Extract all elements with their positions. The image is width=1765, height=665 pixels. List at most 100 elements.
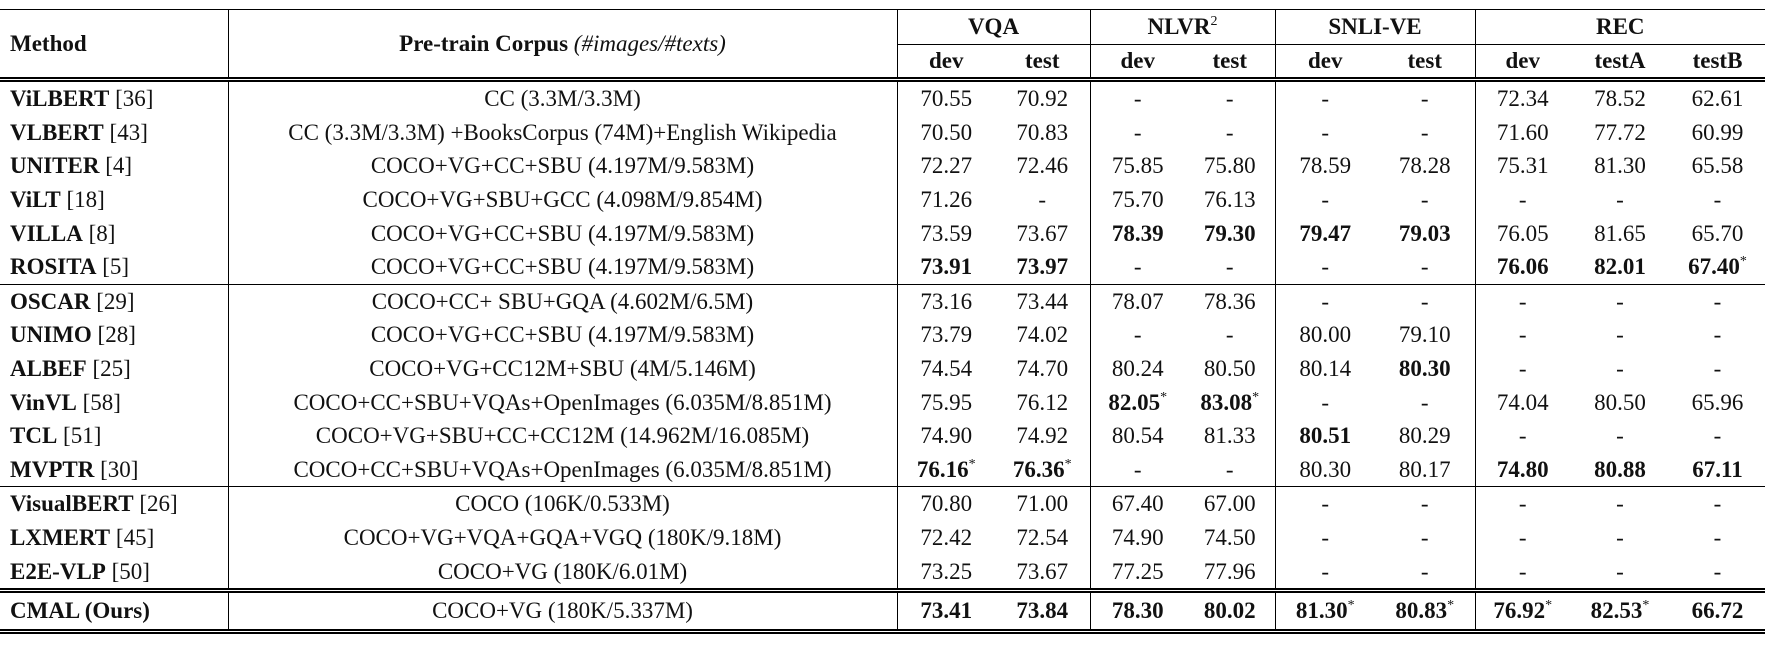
corpus-cell: COCO+VG+CC+SBU (4.197M/9.583M) — [228, 216, 898, 250]
column-header: test — [1375, 44, 1476, 82]
table-row: LXMERT [45] COCO+VG+VQA+GQA+VGQ (180K/9.1… — [0, 520, 1765, 555]
value: 67.40 — [1688, 254, 1740, 280]
value-cell: - — [1670, 352, 1765, 386]
corpus-cell: COCO+VG+CC+SBU (4.197M/9.583M) — [228, 249, 898, 285]
value: - — [1616, 288, 1624, 314]
value-cell: 77.25 — [1090, 554, 1185, 590]
value: 79.47 — [1299, 220, 1352, 246]
value: 73.67 — [1016, 558, 1069, 584]
best-marker: * — [1739, 254, 1747, 270]
method-ref: [25] — [92, 356, 131, 382]
value-cell: 75.31 — [1475, 149, 1570, 183]
method-name: CMAL (Ours) — [10, 598, 150, 624]
value: 73.67 — [1016, 220, 1069, 246]
value: - — [1713, 423, 1722, 449]
value-cell: 65.58 — [1670, 149, 1765, 183]
value-cell: 81.33 — [1185, 418, 1276, 453]
best-marker: * — [1347, 598, 1355, 614]
table-row: ViLBERT [36] CC (3.3M/3.3M) 70.55 70.92- - - -… — [0, 79, 1765, 116]
value-cell: 75.85 — [1090, 149, 1185, 183]
corpus-header: Pre-train Corpus (#images/#texts) — [228, 9, 898, 82]
value-cell: 80.00 — [1275, 318, 1375, 352]
method-name: VILLA — [10, 220, 83, 246]
value: - — [1518, 423, 1527, 449]
value: - — [1321, 389, 1330, 415]
value: 76.06 — [1496, 254, 1549, 280]
table-row: VLBERT [43] CC (3.3M/3.3M) +BooksCorpus (… — [0, 115, 1765, 150]
value-cell: - — [1090, 453, 1185, 487]
group-name: REC — [1595, 14, 1645, 39]
value-cell: 70.80 — [897, 486, 995, 521]
value-cell: - — [1090, 116, 1185, 150]
method-name: ALBEF — [10, 356, 87, 382]
value-cell: - — [1090, 80, 1185, 116]
value: - — [1321, 119, 1330, 145]
value: - — [1321, 558, 1330, 584]
column-header: dev — [897, 44, 995, 82]
method-header: Method — [0, 9, 229, 82]
table-row: OSCAR [29] COCO+CC+ SBU+GQA (4.602M/6.5M)… — [0, 283, 1765, 319]
table-row: UNITER [4] COCO+VG+CC+SBU (4.197M/9.583M)… — [0, 149, 1765, 183]
value: 82.05 — [1108, 389, 1161, 415]
method-ref: [5] — [102, 254, 130, 280]
value: - — [1616, 356, 1624, 382]
best-marker: * — [968, 456, 976, 472]
column-header: dev — [1090, 44, 1185, 82]
header-row: Method Pre-train Corpus (#images/#texts)… — [0, 9, 1765, 82]
value-cell: 83.08* — [1185, 385, 1276, 419]
method-ref: [58] — [82, 389, 121, 415]
value: 62.61 — [1691, 86, 1744, 112]
value: 83.08 — [1200, 389, 1253, 415]
value: - — [1713, 558, 1722, 584]
value-cell: 80.29 — [1375, 418, 1476, 453]
value-cell: 62.61 — [1670, 80, 1765, 116]
value-cell: - — [1375, 249, 1476, 285]
value: 74.80 — [1496, 456, 1549, 482]
method-name: ViLBERT — [10, 86, 110, 112]
value: 75.95 — [920, 389, 973, 415]
value-cell: 77.96 — [1185, 554, 1276, 591]
value: 72.46 — [1016, 153, 1069, 179]
value-cell: - — [1570, 352, 1670, 386]
corpus-cell: COCO+VG+SBU+CC+CC12M (14.962M/16.085M) — [228, 418, 898, 453]
value-cell: 74.50 — [1185, 520, 1276, 555]
method-cell: UNITER [4] — [0, 149, 229, 183]
value-cell: - — [1475, 183, 1570, 217]
value-cell: - — [1475, 419, 1570, 453]
method-cell: TCL [51] — [0, 418, 229, 453]
value: - — [1420, 288, 1429, 314]
method-cell: VILLA [8] — [0, 216, 229, 250]
method-cell: CMAL (Ours) — [0, 587, 229, 634]
table-row: TCL [51] COCO+VG+SBU+CC+CC12M (14.962M/16… — [0, 418, 1765, 453]
method-ref: [29] — [96, 288, 135, 314]
value-cell: - — [1275, 183, 1375, 217]
method-cell: MVPTR [30] — [0, 452, 229, 487]
value-cell: 73.84 — [995, 587, 1091, 634]
value: 78.59 — [1299, 153, 1352, 179]
value-cell: 73.25 — [897, 554, 995, 590]
value: 80.51 — [1299, 423, 1352, 449]
value-cell: 72.46 — [995, 149, 1091, 183]
value: 79.10 — [1398, 322, 1451, 348]
corpus-cell: COCO+VG+SBU+GCC (4.098M/9.854M) — [228, 182, 898, 217]
value: 81.30 — [1295, 598, 1348, 624]
value: 66.72 — [1691, 598, 1744, 624]
value-cell: 73.41 — [897, 587, 995, 634]
value: 75.70 — [1111, 187, 1164, 213]
value: 75.85 — [1111, 153, 1164, 179]
value: - — [1518, 525, 1527, 551]
value: 81.30 — [1594, 153, 1646, 179]
value-cell: 67.00 — [1185, 486, 1276, 521]
value: 80.24 — [1111, 356, 1164, 382]
value-cell: - — [1185, 115, 1276, 150]
value-cell: 74.90 — [897, 419, 995, 453]
value: - — [1321, 525, 1330, 551]
value-cell: 75.95 — [897, 385, 995, 419]
best-marker: * — [1642, 598, 1650, 614]
value: - — [1420, 491, 1429, 517]
value: - — [1133, 456, 1142, 482]
method-name: UNITER — [10, 153, 100, 179]
value-cell: 74.04 — [1475, 385, 1570, 419]
method-name: VLBERT — [10, 119, 104, 145]
value: 80.29 — [1398, 423, 1451, 449]
